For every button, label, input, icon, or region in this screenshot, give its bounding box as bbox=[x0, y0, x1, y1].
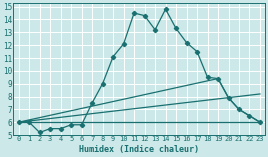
X-axis label: Humidex (Indice chaleur): Humidex (Indice chaleur) bbox=[79, 145, 199, 154]
